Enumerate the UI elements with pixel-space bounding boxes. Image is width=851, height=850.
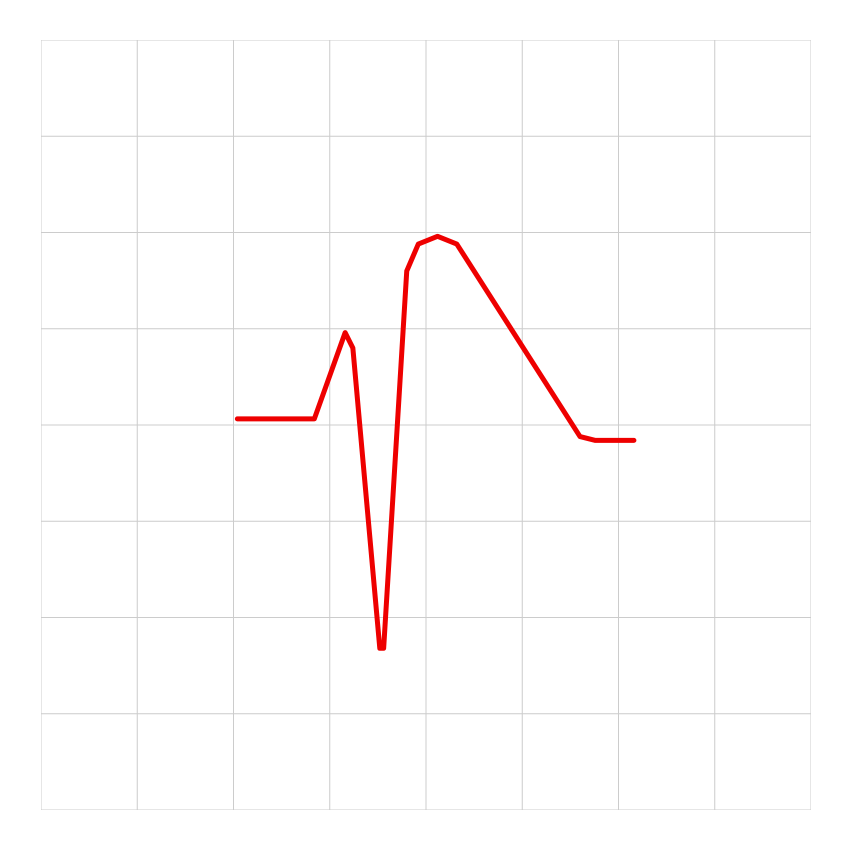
chart-container — [41, 40, 811, 810]
ecg-chart — [41, 40, 811, 810]
